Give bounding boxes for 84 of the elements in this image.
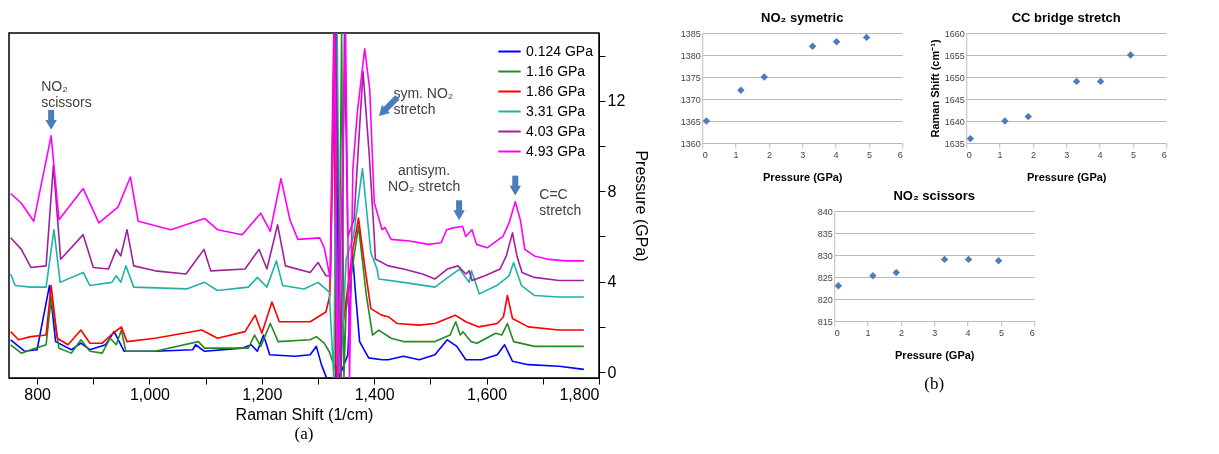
annotation: sym. NO₂ stretch — [393, 85, 454, 118]
y-tick-label: 830 — [817, 250, 833, 261]
x-tick-label: 2 — [766, 149, 772, 160]
x-tick-label: 2 — [1030, 149, 1036, 160]
x-tick-label: 6 — [1029, 327, 1035, 338]
y-tick-label: 1640 — [944, 116, 965, 127]
y-tick-label: 1375 — [680, 72, 701, 83]
point — [834, 282, 843, 290]
y-tick-label: 8 — [607, 182, 617, 200]
text: (b) — [924, 374, 945, 393]
x-axis-title: Raman Shift (1/cm) — [235, 405, 374, 423]
y-tick-label: 4 — [607, 273, 617, 291]
y-tick-label: 815 — [817, 316, 833, 327]
x-tick-label: 1 — [997, 149, 1003, 160]
y-axis-title: Pressure (GPa) — [633, 150, 651, 262]
x-tick-label: 1 — [733, 149, 739, 160]
x-tick-label: 0 — [966, 149, 972, 160]
x-tick-label: 800 — [24, 385, 52, 403]
annotation: C=C stretch — [539, 185, 582, 218]
y-tick-label: 840 — [817, 206, 833, 217]
y-tick-label: 1380 — [680, 50, 701, 61]
point — [964, 255, 973, 264]
point — [702, 117, 711, 125]
x-tick-label: 5 — [866, 149, 872, 160]
legend-label: 1.16 GPa — [526, 62, 586, 79]
y-tick-label: 12 — [607, 92, 626, 110]
point — [737, 86, 745, 94]
x-tick-label: 6 — [897, 149, 903, 160]
x-axis-title: Pressure (GPa) — [763, 170, 843, 183]
y-tick-label: 1655 — [944, 50, 965, 61]
chart-title: NO₂ scissors — [893, 188, 976, 203]
legend-label: 1.86 GPa — [526, 82, 586, 99]
point — [862, 33, 871, 42]
x-tick-label: 2 — [898, 327, 904, 338]
y-axis-title: Raman Shift (cm⁻¹) — [928, 39, 941, 138]
point — [966, 134, 975, 143]
point — [940, 255, 949, 264]
y-tick-label: 825 — [817, 272, 833, 283]
x-axis-title: Pressure (GPa) — [895, 348, 975, 361]
x-tick-label: 5 — [1130, 149, 1136, 160]
annotation: antisym. NO₂ stretch — [387, 162, 461, 195]
y-tick-label: 1660 — [944, 28, 965, 39]
y-tick-label: 1635 — [944, 138, 965, 149]
y-tick-label: 820 — [817, 294, 833, 305]
point — [869, 271, 877, 280]
legend-label: 4.03 GPa — [526, 122, 586, 139]
x-tick-label: 3 — [800, 149, 806, 160]
x-tick-label: 3 — [1064, 149, 1070, 160]
point — [1024, 112, 1032, 121]
legend-label: 4.93 GPa — [526, 142, 586, 159]
y-tick-label: 1370 — [680, 94, 701, 105]
x-axis-title: Pressure (GPa) — [1027, 170, 1107, 183]
x-tick-label: 0 — [702, 149, 708, 160]
point — [1096, 77, 1105, 86]
point — [994, 257, 1003, 265]
x-tick-label: 3 — [932, 327, 938, 338]
point — [832, 38, 841, 46]
chart-title: NO₂ symetric — [761, 10, 844, 25]
x-tick-label: 1,000 — [129, 385, 171, 403]
y-tick-label: 1365 — [680, 116, 701, 127]
y-tick-label: 835 — [817, 228, 833, 239]
y-tick-label: 1650 — [944, 72, 965, 83]
x-tick-label: 1,800 — [559, 385, 600, 403]
x-tick-label: 6 — [1161, 149, 1167, 160]
point — [1126, 51, 1135, 59]
text: (a) — [294, 424, 314, 443]
x-tick-label: 1,200 — [242, 385, 283, 403]
y-tick-label: 1385 — [680, 28, 701, 39]
chart-title: CC bridge stretch — [1011, 10, 1121, 25]
point — [808, 42, 817, 50]
x-tick-label: 5 — [998, 327, 1004, 338]
annotation: NO₂ scissors — [41, 77, 92, 110]
x-tick-label: 1 — [865, 327, 871, 338]
x-tick-label: 1,600 — [467, 385, 508, 403]
x-tick-label: 4 — [1097, 149, 1103, 160]
y-tick-label: 0 — [607, 363, 617, 381]
y-tick-label: 1645 — [944, 94, 965, 105]
y-tick-label: 1360 — [680, 138, 701, 149]
point — [1072, 77, 1081, 86]
x-tick-label: 0 — [834, 327, 840, 338]
x-tick-label: 1,400 — [354, 385, 395, 403]
point — [892, 268, 900, 277]
legend-label: 3.31 GPa — [526, 102, 586, 119]
legend-label: 0.124 GPa — [526, 42, 594, 59]
